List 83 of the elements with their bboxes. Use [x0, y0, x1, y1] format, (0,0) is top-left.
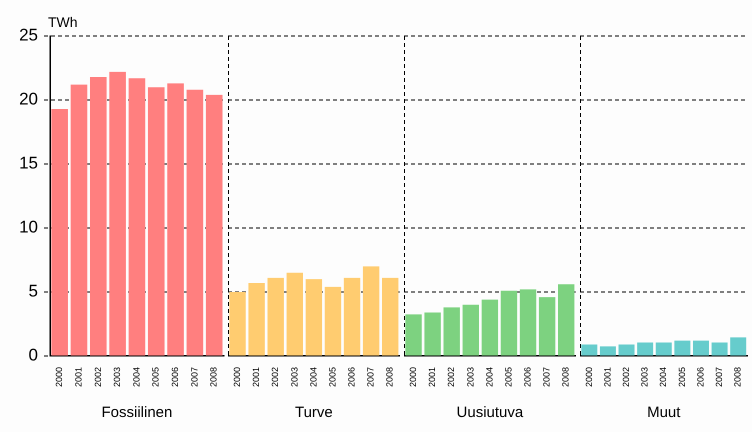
bar [444, 307, 460, 356]
bar [362, 266, 380, 356]
bar [248, 283, 265, 356]
bar [637, 342, 654, 356]
x-tick-label: 2008 [560, 366, 571, 388]
x-tick-label: 2004 [131, 366, 142, 388]
bar [109, 72, 126, 356]
x-tick-label: 2006 [522, 366, 533, 388]
bar [730, 337, 746, 356]
bar [306, 279, 322, 356]
y-tick-label: 0 [28, 346, 38, 365]
x-tick-label: 2006 [170, 366, 180, 388]
bar [324, 286, 342, 356]
x-tick-label: 2005 [503, 366, 514, 388]
bar [600, 346, 616, 356]
x-tick-label: 2000 [232, 366, 242, 388]
x-tick-label: 2007 [542, 366, 552, 388]
bar [167, 83, 184, 356]
bar [538, 297, 556, 356]
bar [405, 314, 422, 356]
bar [229, 292, 246, 356]
bar [462, 304, 479, 356]
bar [268, 278, 284, 356]
x-tick-label: 2003 [112, 366, 122, 388]
x-tick-label: 2001 [427, 366, 438, 388]
y-tick-label: 20 [19, 90, 38, 109]
x-tick-label: 2002 [621, 366, 632, 388]
bar [90, 76, 107, 356]
y-tick-label: 5 [28, 282, 38, 301]
x-tick-label: 2000 [584, 366, 594, 388]
x-tick-label: 2002 [446, 366, 456, 388]
y-tick-label: 25 [19, 26, 38, 45]
x-tick-label: 2006 [695, 366, 706, 388]
x-axis-title: Uusiutuva [456, 404, 524, 422]
bar [128, 78, 146, 356]
x-tick-label: 2001 [251, 366, 262, 388]
x-axis-title: Muut [647, 404, 682, 422]
bar [558, 284, 574, 356]
x-tick-label: 2008 [732, 366, 743, 388]
x-tick-label: 2008 [384, 366, 395, 388]
x-tick-label: 2004 [308, 366, 318, 388]
bar [70, 84, 88, 356]
x-tick-label: 2002 [92, 366, 103, 388]
x-tick-label: 2006 [346, 366, 357, 388]
bar [520, 289, 536, 356]
bar [424, 312, 441, 356]
bar [186, 90, 204, 356]
y-axis-title: TWh [48, 14, 78, 30]
x-tick-label: 2007 [189, 366, 200, 388]
x-tick-label: 2004 [484, 366, 494, 388]
x-tick-label: 2008 [208, 366, 219, 388]
bar [286, 272, 303, 356]
bar [674, 340, 690, 356]
x-axis-title: Fossiilinen [101, 404, 172, 422]
x-tick-label: 2007 [366, 366, 376, 388]
x-tick-label: 2002 [270, 366, 280, 388]
bar [692, 340, 709, 356]
bar [712, 342, 728, 356]
x-tick-label: 2005 [150, 366, 161, 388]
bar [344, 278, 360, 356]
bar [206, 94, 223, 356]
x-tick-label: 2005 [676, 366, 687, 388]
bar [51, 108, 68, 356]
bar [500, 290, 518, 356]
x-tick-label: 2001 [73, 366, 84, 388]
x-tick-label: 2003 [640, 366, 650, 388]
bar [618, 344, 635, 356]
x-tick-label: 2005 [327, 366, 338, 388]
x-tick-label: 2000 [54, 366, 64, 388]
x-tick-label: 2004 [658, 366, 668, 388]
x-tick-label: 2003 [289, 366, 300, 388]
bar [482, 300, 498, 356]
x-tick-label: 2007 [714, 366, 724, 388]
x-axis-title: Turve [294, 404, 333, 422]
y-tick-label: 15 [19, 154, 38, 173]
bar [656, 342, 672, 356]
bar [382, 278, 398, 356]
x-tick-label: 2000 [408, 366, 418, 388]
bar [581, 344, 598, 356]
y-tick-label: 10 [19, 218, 38, 237]
bar [148, 87, 165, 356]
x-tick-label: 2003 [465, 366, 476, 388]
x-tick-label: 2001 [602, 366, 612, 388]
